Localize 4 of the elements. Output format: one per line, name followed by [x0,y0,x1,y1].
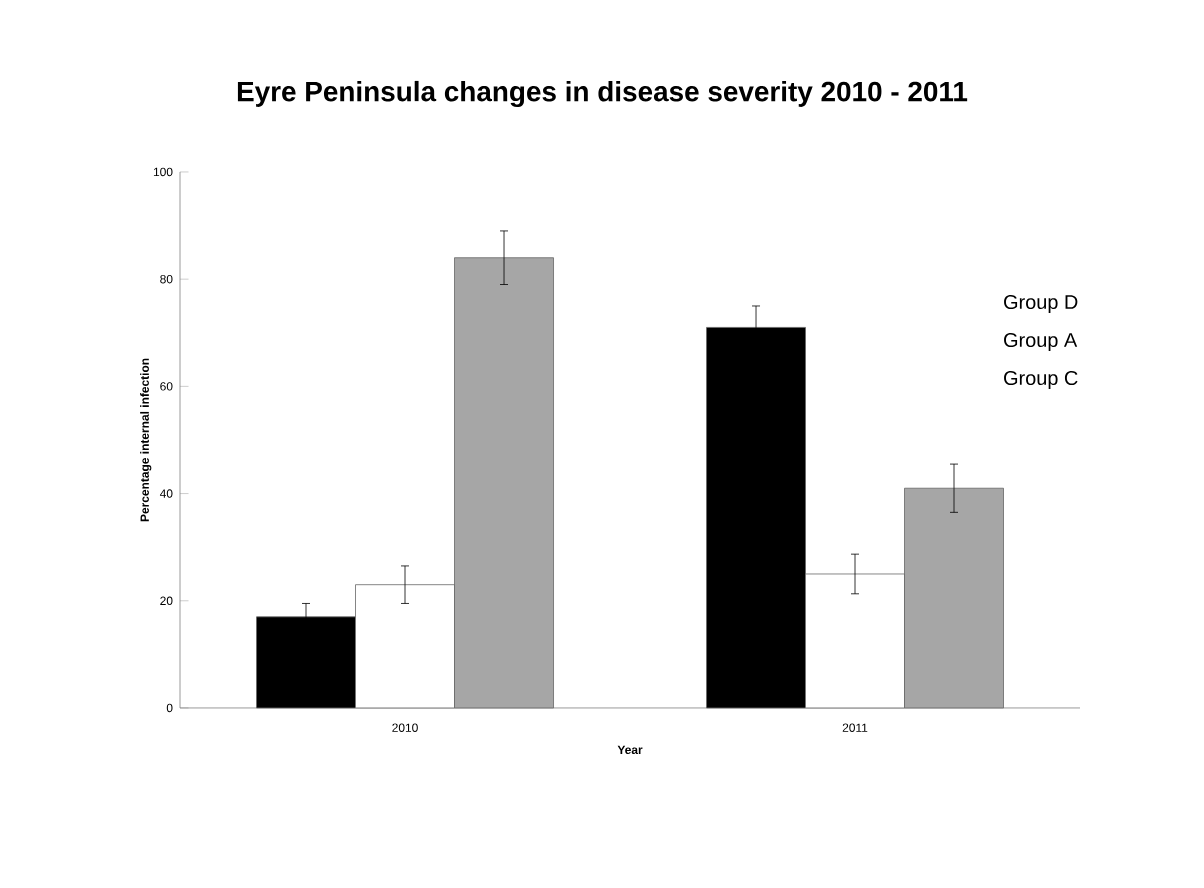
annotation: Group D [1004,294,1078,313]
annotation: Group A [1004,332,1078,351]
annotation: Group C [1004,370,1078,389]
chart-title: Eyre Peninsula changes in disease severity 2010 - 2011 [237,80,968,108]
